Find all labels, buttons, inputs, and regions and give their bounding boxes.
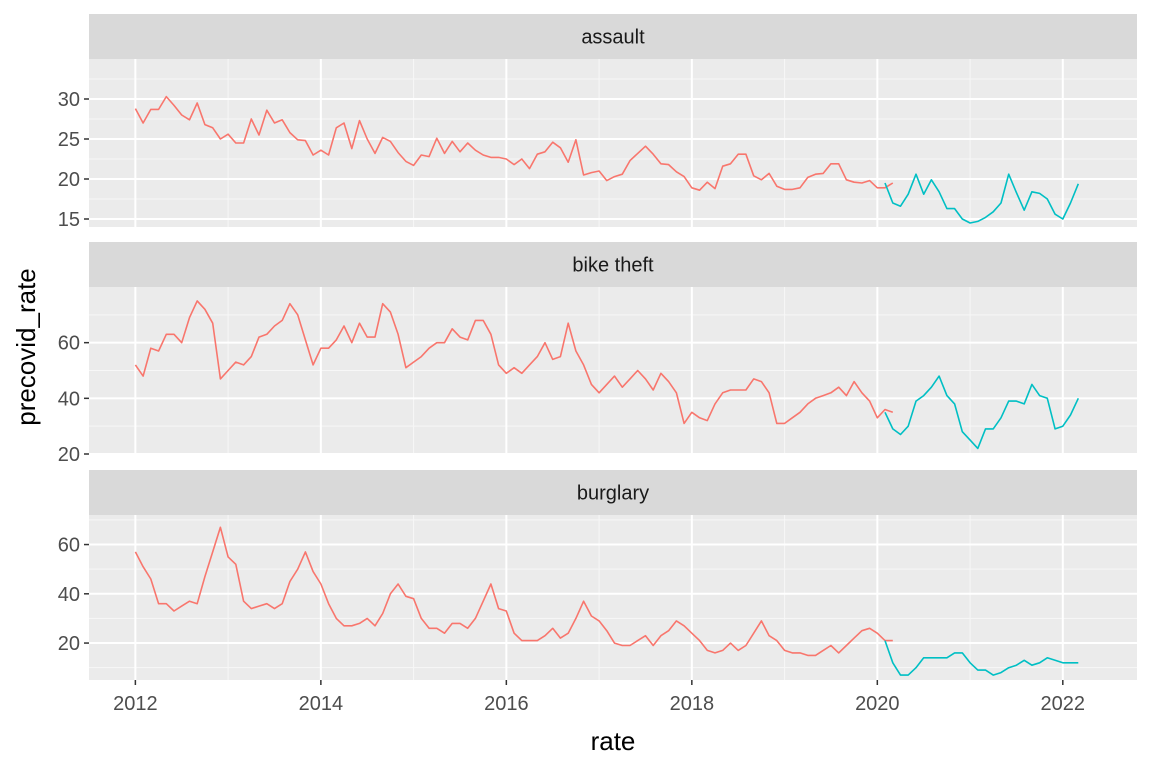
facet-strip-label: assault	[581, 27, 645, 49]
facet-strip	[89, 470, 1137, 515]
tick-label-x: 2012	[113, 693, 158, 715]
series-line-covid	[884, 173, 1080, 224]
panel-background	[89, 515, 1137, 680]
tick-label-x: 2020	[855, 693, 900, 715]
tick-label-x: 2014	[299, 693, 344, 715]
facet-strip-label: burglary	[577, 483, 649, 505]
y-axis-title: precovid_rate	[11, 268, 41, 426]
tick-label-x: 2016	[484, 693, 529, 715]
panel-burglary: burglary 20 40 60	[58, 470, 1137, 680]
series-line-precovid	[134, 95, 894, 191]
series-line-covid	[884, 640, 1079, 676]
series-line-covid	[884, 375, 1080, 450]
panel-assault: assault 15 20 25 30	[58, 14, 1137, 231]
tick-label-y: 60	[58, 333, 80, 355]
tick-label-y: 40	[58, 584, 80, 606]
facet-strip-label: bike theft	[572, 255, 654, 277]
tick-label-y: 20	[58, 444, 80, 466]
tick-label-x: 2018	[670, 693, 715, 715]
facet-strip	[89, 14, 1137, 59]
tick-label-x: 2022	[1041, 693, 1086, 715]
panel-background	[89, 59, 1137, 227]
tick-label-y: 20	[58, 633, 80, 655]
tick-label-y: 25	[58, 129, 80, 151]
x-axis-title: rate	[591, 726, 636, 756]
tick-label-y: 15	[58, 209, 80, 231]
tick-label-y: 30	[58, 89, 80, 111]
facet-strip	[89, 242, 1137, 287]
tick-label-y: 60	[58, 535, 80, 557]
x-axis: 2012 2014 2016 2018 2020 2022	[113, 680, 1085, 715]
tick-label-y: 20	[58, 169, 80, 191]
series-line-precovid	[134, 300, 894, 425]
panel-bike-theft: bike theft 20 40 60	[58, 242, 1137, 466]
tick-label-y: 40	[58, 388, 80, 410]
series-line-precovid	[134, 526, 893, 657]
